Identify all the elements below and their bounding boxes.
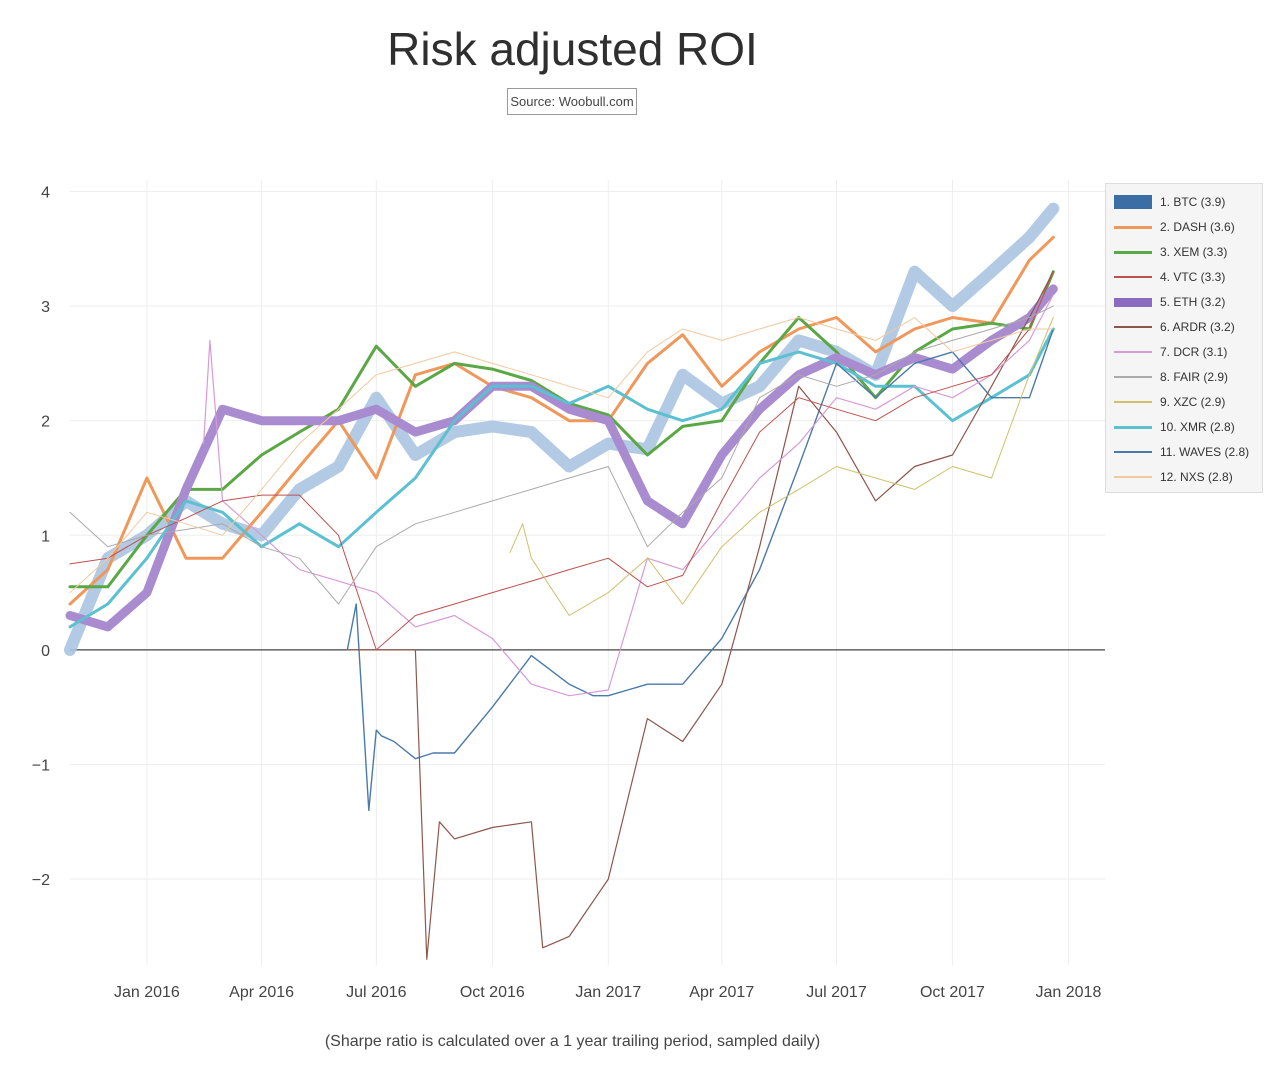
legend-swatch bbox=[1114, 425, 1152, 429]
source-label[interactable]: Source: Woobull.com bbox=[507, 88, 637, 115]
series-line-4 bbox=[69, 271, 1054, 651]
chart-legend: 1. BTC (3.9) 2. DASH (3.6) 3. XEM (3.3) 4. … bbox=[1105, 183, 1263, 493]
legend-item[interactable]: 8. FAIR (2.9) bbox=[1114, 367, 1262, 387]
x-tick-label: Oct 2016 bbox=[460, 984, 525, 1001]
legend-item[interactable]: 7. DCR (3.1) bbox=[1114, 342, 1262, 362]
chart-title: Risk adjusted ROI bbox=[387, 23, 758, 75]
legend-swatch bbox=[1114, 195, 1152, 209]
legend-label: 10. XMR (2.8) bbox=[1160, 420, 1235, 434]
series-line-5 bbox=[65, 284, 1058, 632]
legend-swatch bbox=[1114, 225, 1152, 229]
legend-item[interactable]: 5. ETH (3.2) bbox=[1114, 292, 1262, 312]
series-line-11 bbox=[346, 328, 1055, 811]
legend-item[interactable]: 12. NXS (2.8) bbox=[1114, 467, 1262, 487]
legend-label: 7. DCR (3.1) bbox=[1160, 345, 1228, 359]
x-tick-label: Apr 2017 bbox=[689, 984, 754, 1001]
chart-footnote: (Sharpe ratio is calculated over a 1 yea… bbox=[324, 1033, 821, 1050]
legend-item[interactable]: 10. XMR (2.8) bbox=[1114, 417, 1262, 437]
legend-swatch bbox=[1114, 276, 1152, 278]
series-line-10 bbox=[68, 327, 1055, 629]
legend-swatch bbox=[1114, 297, 1152, 307]
y-tick-label: 3 bbox=[41, 299, 50, 316]
legend-item[interactable]: 1. BTC (3.9) bbox=[1114, 192, 1262, 212]
series-line-9 bbox=[509, 317, 1054, 616]
x-tick-label: Oct 2017 bbox=[920, 984, 985, 1001]
legend-swatch bbox=[1114, 351, 1152, 353]
legend-label: 9. XZC (2.9) bbox=[1160, 395, 1226, 409]
series-line-8 bbox=[69, 305, 1054, 605]
legend-item[interactable]: 9. XZC (2.9) bbox=[1114, 392, 1262, 412]
series-line-2 bbox=[68, 235, 1055, 606]
legend-label: 6. ARDR (3.2) bbox=[1160, 320, 1235, 334]
series-line-12 bbox=[69, 317, 1054, 594]
legend-item[interactable]: 3. XEM (3.3) bbox=[1114, 242, 1262, 262]
y-tick-label: 0 bbox=[41, 643, 50, 660]
legend-label: 2. DASH (3.6) bbox=[1160, 220, 1235, 234]
x-tick-label: Apr 2016 bbox=[229, 984, 294, 1001]
series-line-7 bbox=[203, 294, 1054, 697]
legend-swatch bbox=[1114, 326, 1152, 328]
legend-item[interactable]: 2. DASH (3.6) bbox=[1114, 217, 1262, 237]
y-tick-label: −1 bbox=[32, 757, 50, 774]
legend-swatch bbox=[1114, 451, 1152, 453]
legend-label: 12. NXS (2.8) bbox=[1160, 470, 1233, 484]
x-tick-label: Jul 2017 bbox=[806, 984, 867, 1001]
x-tick-label: Jan 2016 bbox=[114, 984, 180, 1001]
legend-item[interactable]: 4. VTC (3.3) bbox=[1114, 267, 1262, 287]
y-tick-label: −2 bbox=[32, 872, 50, 889]
legend-item[interactable]: 6. ARDR (3.2) bbox=[1114, 317, 1262, 337]
legend-label: 1. BTC (3.9) bbox=[1160, 195, 1226, 209]
x-tick-label: Jan 2017 bbox=[575, 984, 641, 1001]
legend-label: 5. ETH (3.2) bbox=[1160, 295, 1226, 309]
legend-swatch bbox=[1114, 250, 1152, 254]
legend-swatch bbox=[1114, 476, 1152, 478]
legend-label: 3. XEM (3.3) bbox=[1160, 245, 1228, 259]
y-tick-label: 1 bbox=[41, 528, 50, 545]
legend-label: 8. FAIR (2.9) bbox=[1160, 370, 1229, 384]
y-tick-label: 2 bbox=[41, 414, 50, 431]
legend-label: 4. VTC (3.3) bbox=[1160, 270, 1226, 284]
series-line-6 bbox=[346, 271, 1054, 960]
series-line-1 bbox=[64, 202, 1060, 656]
y-tick-label: 4 bbox=[41, 184, 50, 201]
legend-swatch bbox=[1114, 376, 1152, 378]
line-chart: Jan 2016 Apr 2016 Jul 2016 Oct 2016 Jan 2017… bbox=[32, 180, 1105, 1001]
legend-swatch bbox=[1114, 401, 1152, 403]
x-tick-label: Jul 2016 bbox=[346, 984, 407, 1001]
legend-label: 11. WAVES (2.8) bbox=[1160, 445, 1250, 459]
legend-item[interactable]: 11. WAVES (2.8) bbox=[1114, 442, 1262, 462]
x-tick-label: Jan 2018 bbox=[1036, 984, 1102, 1001]
